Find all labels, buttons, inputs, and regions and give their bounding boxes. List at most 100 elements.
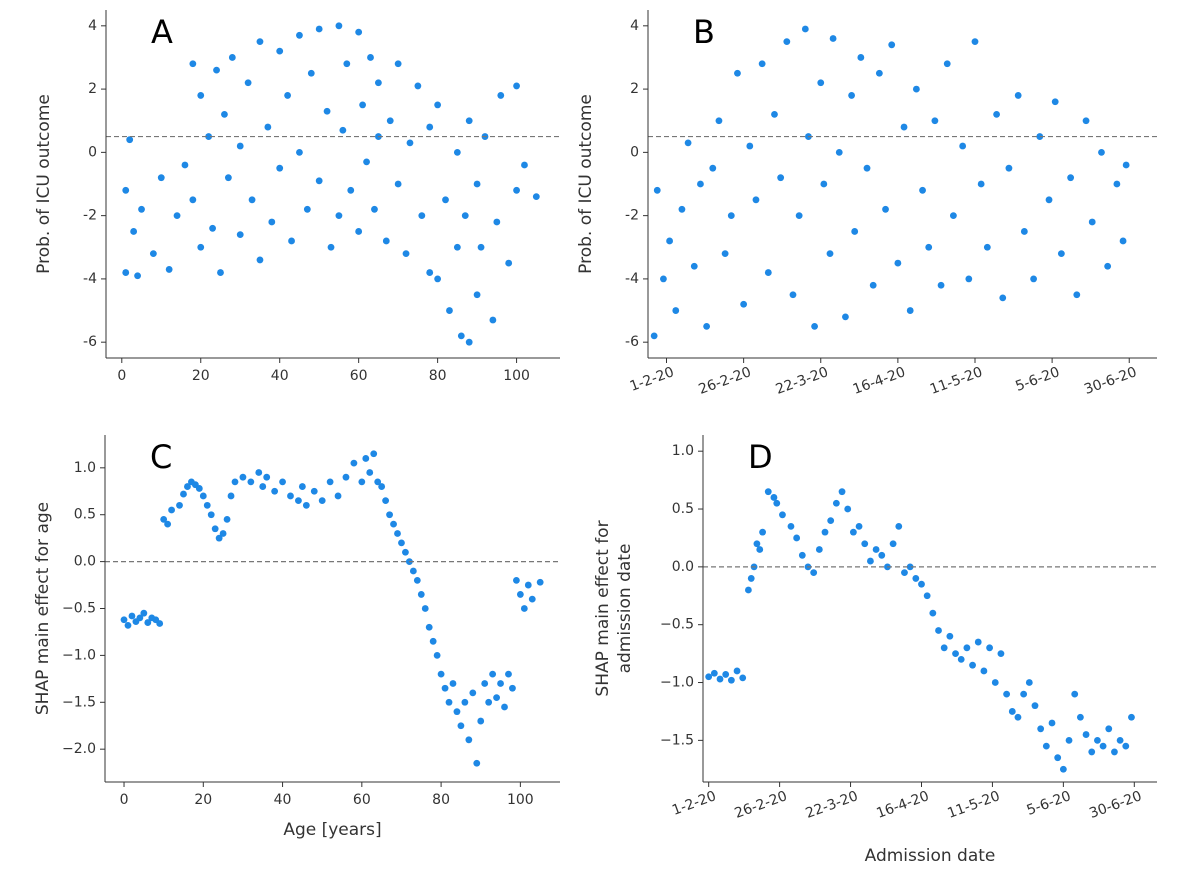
y-tick-label: 0.5 <box>74 507 96 523</box>
point <box>219 530 227 537</box>
point <box>1113 180 1121 188</box>
point <box>134 272 141 280</box>
x-tick-label: 26-2-20 <box>697 364 754 398</box>
point <box>453 148 461 156</box>
point <box>386 511 393 519</box>
point <box>342 473 350 481</box>
point <box>520 605 528 612</box>
point <box>993 111 1000 118</box>
panel: −2.0 −1.5 −1.0 −0.5 0.0 0.5 1.0 0 20 40 60 80 100 C SH… <box>33 435 560 840</box>
x-tick-label: 0 <box>117 368 126 384</box>
point <box>1104 262 1112 270</box>
point <box>284 92 291 99</box>
point <box>231 478 239 486</box>
point <box>263 473 271 481</box>
point <box>1122 161 1130 169</box>
point <box>727 676 735 684</box>
point <box>759 528 766 536</box>
point <box>771 111 778 118</box>
point <box>465 117 473 125</box>
point <box>666 237 673 245</box>
point <box>453 708 461 716</box>
x-tick-label: 26-2-20 <box>733 788 790 822</box>
point <box>359 101 367 109</box>
point <box>532 193 540 201</box>
point <box>287 492 294 500</box>
point <box>1042 742 1050 750</box>
y-tick-label: -2 <box>83 208 97 224</box>
point <box>426 123 434 131</box>
point <box>863 164 871 172</box>
point <box>783 38 791 46</box>
point <box>413 576 421 584</box>
point <box>255 469 263 476</box>
point <box>1111 748 1118 756</box>
point <box>398 539 405 547</box>
point <box>777 174 785 182</box>
point <box>339 126 347 134</box>
point <box>168 506 175 514</box>
x-tick-label: 22-3-20 <box>774 364 831 398</box>
point <box>302 501 310 509</box>
point <box>952 650 959 658</box>
point <box>888 41 896 49</box>
point <box>801 25 809 33</box>
x-tick-label: 40 <box>271 368 289 384</box>
point <box>842 313 849 321</box>
point <box>173 212 181 220</box>
point <box>199 492 207 500</box>
point <box>901 569 908 577</box>
point <box>779 511 786 519</box>
point <box>138 205 145 213</box>
point <box>264 123 272 131</box>
point <box>959 142 967 150</box>
point <box>710 669 718 677</box>
point <box>140 609 148 617</box>
x-tick-label: 20 <box>192 368 210 384</box>
point <box>493 694 500 701</box>
point <box>977 180 985 188</box>
point <box>991 679 999 686</box>
point <box>1105 725 1113 733</box>
y-axis-label: SHAP main effect for <box>593 520 613 696</box>
point <box>505 259 513 267</box>
point <box>931 117 939 125</box>
point <box>418 212 426 220</box>
point <box>832 499 840 507</box>
point <box>350 459 358 467</box>
point <box>715 117 723 125</box>
point <box>895 522 903 530</box>
point <box>869 281 877 289</box>
x-tick-label: 20 <box>194 792 212 808</box>
point <box>477 243 485 251</box>
point <box>703 322 711 330</box>
point <box>402 548 409 556</box>
point <box>925 243 933 251</box>
point <box>690 262 698 270</box>
point <box>937 281 945 289</box>
point <box>355 28 363 36</box>
point <box>1037 725 1045 733</box>
point <box>433 651 441 659</box>
point <box>256 256 264 264</box>
x-tick-label: 0 <box>120 792 129 808</box>
point <box>697 180 704 188</box>
point <box>795 212 803 220</box>
y-tick-label: 2 <box>630 81 639 97</box>
point <box>835 148 843 156</box>
point <box>276 47 284 55</box>
x-axis-label: Admission date <box>865 846 996 866</box>
point <box>1048 719 1056 727</box>
point <box>838 488 846 496</box>
point <box>672 307 680 314</box>
point <box>889 540 897 548</box>
point <box>513 576 520 584</box>
point <box>1054 754 1062 762</box>
y-tick-label: 0 <box>630 144 639 160</box>
point <box>429 637 437 645</box>
point <box>734 69 741 77</box>
point <box>276 164 284 172</box>
point <box>295 497 302 505</box>
point <box>248 196 256 204</box>
